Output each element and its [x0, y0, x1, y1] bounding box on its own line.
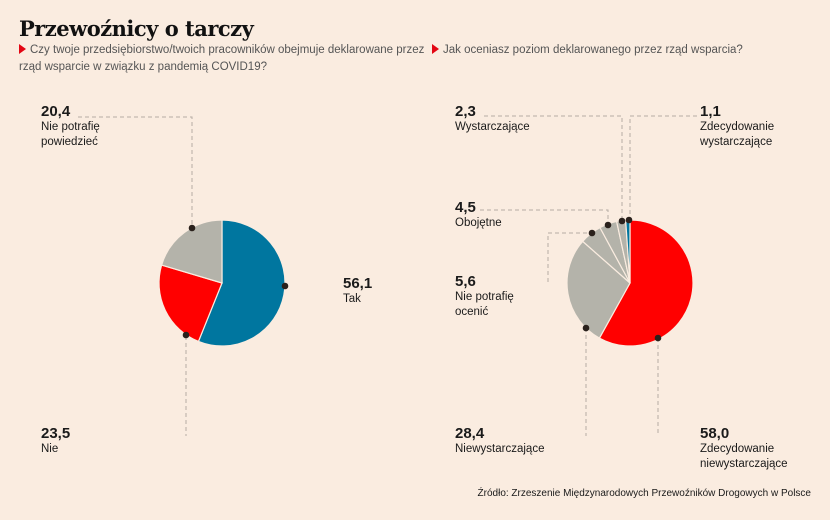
pie-slice-zdecydowanie-niewystarczające: [598, 219, 694, 347]
label-nie: 23,5 Nie: [41, 426, 70, 457]
label-text: Nie potrafię ocenić: [455, 291, 514, 318]
pie-slice-tak: [197, 219, 286, 347]
question-1-text: Czy twoje przedsiębiorstwo/twoich pracow…: [19, 44, 425, 73]
value: 58,0: [700, 425, 730, 442]
label-text: Zdecydowanie wystarczające: [700, 121, 775, 148]
label-niewystarczajace: 28,4 Niewystarczające: [455, 426, 544, 457]
label-wystarczajace: 2,3 Wystarczające: [455, 104, 530, 135]
label-nie-potrafie-powiedziec: 20,4 Nie potrafię powiedzieć: [41, 104, 151, 150]
value: 4,5: [455, 199, 476, 216]
leader-line-zdec-wystarczajace: [629, 115, 697, 219]
label-text: Tak: [343, 293, 361, 305]
red-triangle-icon: [19, 44, 26, 54]
leader-line-wystarczajace: [484, 115, 623, 221]
marker-dot: [604, 221, 612, 229]
question-1: Czy twoje przedsiębiorstwo/twoich pracow…: [19, 42, 429, 76]
label-zdecydowanie-niewystarczajace: 58,0 Zdecydowanie niewystarczające: [700, 426, 800, 472]
marker-dot: [281, 282, 289, 290]
leader-line-obojetne: [480, 209, 609, 225]
question-2: Jak oceniasz poziom deklarowanego przez …: [432, 42, 822, 59]
leader-line-nie-potrafie: [78, 116, 193, 228]
label-text: Nie: [41, 443, 59, 455]
pie-chart-1: [158, 219, 286, 347]
question-2-text: Jak oceniasz poziom deklarowanego przez …: [443, 44, 743, 56]
leader-line-nie-potrafie-ocenic: [547, 232, 592, 282]
marker-dot: [654, 334, 662, 342]
marker-dot: [582, 324, 590, 332]
value: 56,1: [343, 275, 373, 292]
marker-dot: [618, 217, 626, 225]
value: 1,1: [700, 103, 721, 120]
label-text: Zdecydowanie niewystarczające: [700, 443, 788, 470]
red-triangle-icon: [432, 44, 439, 54]
marker-dot: [188, 224, 196, 232]
value: 5,6: [455, 273, 476, 290]
marker-dot: [588, 229, 596, 237]
label-text: Wystarczające: [455, 121, 530, 133]
pie-slice-nie: [158, 264, 223, 343]
label-text: Niewystarczające: [455, 443, 545, 455]
label-nie-potrafie-ocenic: 5,6 Nie potrafię ocenić: [455, 274, 535, 320]
label-text: Nie potrafię powiedzieć: [41, 121, 100, 148]
pie-slice-niewystarczające: [566, 240, 631, 339]
marker-dot: [625, 216, 633, 224]
label-text: Obojętne: [455, 217, 502, 229]
value: 2,3: [455, 103, 476, 120]
label-tak: 56,1 Tak: [343, 276, 372, 307]
label-zdecydowanie-wystarczajace: 1,1 Zdecydowanie wystarczające: [700, 104, 800, 150]
value: 28,4: [455, 425, 485, 442]
label-obojetne: 4,5 Obojętne: [455, 200, 502, 231]
source-note: Źródło: Zrzeszenie Międzynarodowych Prze…: [477, 488, 811, 499]
pie-slice-nie-potrafię-powiedzieć: [160, 219, 223, 284]
chart-title: Przewoźnicy o tarczy: [19, 16, 254, 41]
marker-dot: [182, 331, 190, 339]
value: 20,4: [41, 103, 71, 120]
value: 23,5: [41, 425, 71, 442]
pie-chart-2: [566, 219, 694, 347]
